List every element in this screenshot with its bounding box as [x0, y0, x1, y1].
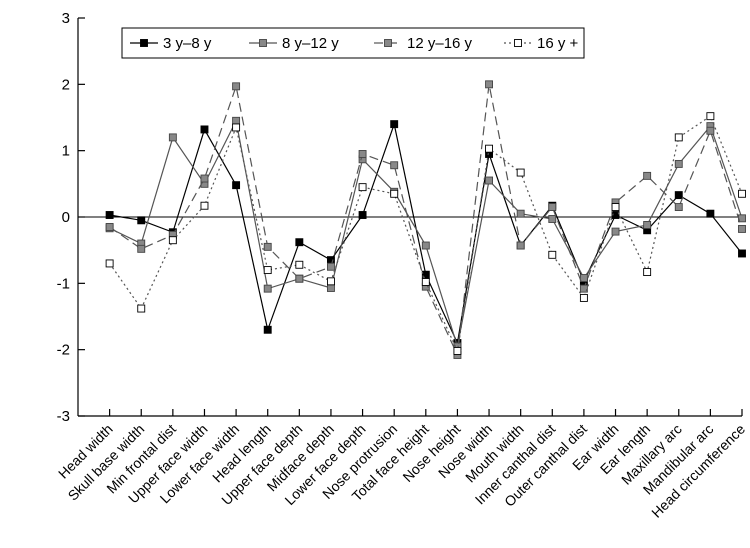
series-3	[105, 80, 746, 359]
data-point	[105, 222, 114, 231]
data-point	[295, 238, 304, 247]
data-point	[200, 201, 209, 210]
data-point	[200, 174, 209, 183]
data-point	[232, 123, 241, 132]
data-point	[263, 242, 272, 251]
data-point	[453, 347, 462, 355]
y-tick-label: 1	[62, 143, 70, 160]
data-point	[327, 262, 335, 271]
data-point	[421, 278, 430, 286]
y-tick-label: -1	[57, 275, 70, 292]
series-4	[105, 112, 746, 355]
legend-label: 12 y–16 y	[407, 35, 473, 52]
legend-marker	[384, 39, 392, 47]
legend: 3 y–8 y 8 y–12 y 12 y–16 y 16 y +	[121, 27, 585, 59]
legend-marker	[140, 39, 148, 47]
data-point	[738, 249, 746, 258]
y-tick-label: 0	[62, 209, 70, 226]
data-point	[643, 221, 652, 229]
data-point	[232, 181, 241, 190]
legend-label: 8 y–12 y	[282, 35, 339, 52]
data-point	[516, 241, 525, 250]
data-point	[232, 116, 241, 125]
data-point	[706, 209, 715, 218]
data-point	[674, 159, 683, 168]
legend-item-4: 16 y +	[504, 35, 579, 52]
data-point	[485, 176, 493, 185]
data-point	[738, 224, 746, 233]
data-point	[390, 161, 399, 170]
data-point	[611, 203, 620, 212]
y-tick-label: 2	[62, 76, 70, 93]
legend-item-2: 8 y–12 y	[249, 35, 339, 52]
legend-item-3: 12 y–16 y	[374, 35, 473, 52]
data-point	[706, 112, 715, 121]
data-point	[674, 133, 683, 142]
legend-label: 3 y–8 y	[163, 35, 212, 52]
series-1	[105, 120, 746, 347]
data-point	[105, 211, 114, 219]
legend-item-1: 3 y–8 y	[130, 35, 212, 52]
data-point	[674, 203, 683, 212]
data-point	[390, 120, 399, 129]
data-point	[327, 284, 335, 292]
data-point	[358, 183, 367, 192]
y-tick-label: -3	[57, 408, 70, 425]
data-point	[643, 268, 652, 277]
data-point	[105, 259, 114, 268]
data-point	[137, 304, 146, 313]
data-point	[516, 209, 525, 218]
y-tick-label: -2	[57, 342, 70, 359]
data-point	[200, 125, 209, 134]
data-point	[579, 274, 588, 282]
data-point	[548, 215, 557, 223]
series-group	[105, 80, 746, 359]
data-point	[643, 171, 652, 180]
legend-marker	[514, 39, 522, 47]
data-point	[295, 260, 304, 269]
data-point	[263, 284, 272, 293]
data-point	[548, 203, 557, 212]
data-point	[611, 211, 620, 219]
data-point	[232, 82, 241, 91]
data-point	[516, 168, 525, 177]
data-point	[358, 150, 367, 158]
data-point	[485, 80, 493, 89]
data-point	[738, 189, 746, 198]
legend-box	[121, 27, 585, 59]
data-point	[295, 274, 304, 283]
data-point	[611, 227, 620, 236]
data-point	[674, 191, 683, 200]
data-point	[421, 241, 430, 250]
data-point	[263, 266, 272, 275]
data-point	[579, 293, 588, 302]
legend-marker	[259, 39, 267, 47]
legend-label: 16 y +	[537, 35, 579, 52]
data-point	[706, 126, 715, 135]
data-point	[485, 144, 493, 153]
data-point	[548, 250, 557, 259]
data-point	[168, 133, 177, 142]
data-point	[358, 211, 367, 219]
data-point	[579, 284, 588, 293]
data-point	[327, 277, 335, 286]
data-point	[390, 189, 399, 198]
data-point	[168, 236, 177, 245]
data-point	[137, 244, 146, 253]
data-point	[263, 325, 272, 334]
series-line	[109, 84, 743, 358]
data-point	[137, 216, 146, 225]
y-tick-label: 3	[62, 10, 70, 27]
